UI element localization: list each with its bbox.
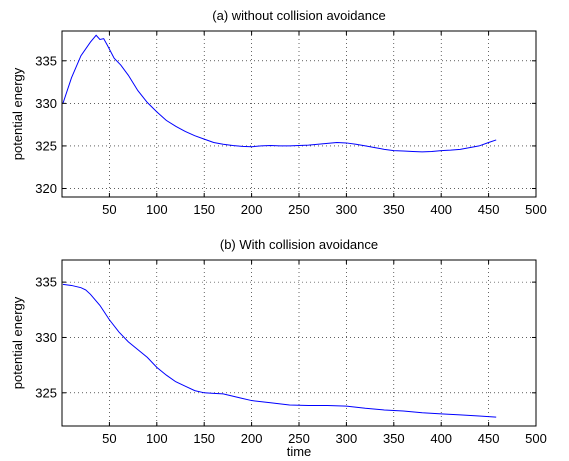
y-ticks-b: 325 330 335 (35, 275, 536, 400)
y-tick-label: 335 (35, 275, 57, 290)
x-tick-label: 50 (102, 202, 116, 217)
x-ticks-b: 50 100 150 200 250 300 350 400 450 500 (102, 260, 547, 446)
x-tick-label: 200 (241, 431, 263, 446)
x-tick-label: 350 (383, 202, 405, 217)
x-axis-label-b: time (287, 444, 312, 459)
chart-panel-a: 50 100 150 200 250 300 350 400 450 500 3203253303… (10, 8, 547, 217)
x-tick-label: 300 (336, 202, 358, 217)
plot-border-a (61, 30, 537, 198)
y-tick-label: 325 (35, 138, 57, 153)
x-tick-label: 350 (383, 431, 405, 446)
y-axis-label-b: potential energy (10, 296, 25, 389)
plot-area-b (61, 259, 537, 427)
chart-panel-b: 50 100 150 200 250 300 350 400 450 500 325330335 … (10, 237, 547, 459)
x-tick-label: 200 (241, 202, 263, 217)
x-tick-label: 250 (288, 202, 310, 217)
gridlines-b (62, 260, 536, 426)
chart-title-b: (b) With collision avoidance (220, 237, 378, 252)
x-tick-label: 100 (146, 202, 168, 217)
y-tick-label: 325 (35, 385, 57, 400)
y-tick-label: 335 (35, 53, 57, 68)
chart-title-a: (a) without collision avoidance (212, 8, 385, 23)
y-ticks-a: 320 325 330 335 (35, 53, 536, 196)
y-tick-label: 320 (35, 181, 57, 196)
series-line-b (62, 283, 497, 418)
y-tick-label: 330 (35, 330, 57, 345)
x-tick-label: 50 (102, 431, 116, 446)
x-tick-label: 450 (478, 431, 500, 446)
x-tick-label: 300 (336, 431, 358, 446)
y-axis-label-a: potential energy (10, 67, 25, 160)
x-tick-label: 400 (430, 431, 452, 446)
x-tick-label: 150 (193, 431, 215, 446)
x-tick-label: 150 (193, 202, 215, 217)
x-ticks-a: 50 100 150 200 250 300 350 400 450 500 (102, 31, 547, 217)
plot-area-a (61, 30, 537, 198)
x-tick-label: 100 (146, 431, 168, 446)
plot-border-b (61, 259, 537, 427)
x-tick-label: 500 (525, 202, 547, 217)
x-tick-label: 450 (478, 202, 500, 217)
series-line-a (62, 34, 497, 153)
y-tick-label: 330 (35, 96, 57, 111)
x-tick-label: 250 (288, 431, 310, 446)
x-tick-label: 400 (430, 202, 452, 217)
x-tick-label: 500 (525, 431, 547, 446)
